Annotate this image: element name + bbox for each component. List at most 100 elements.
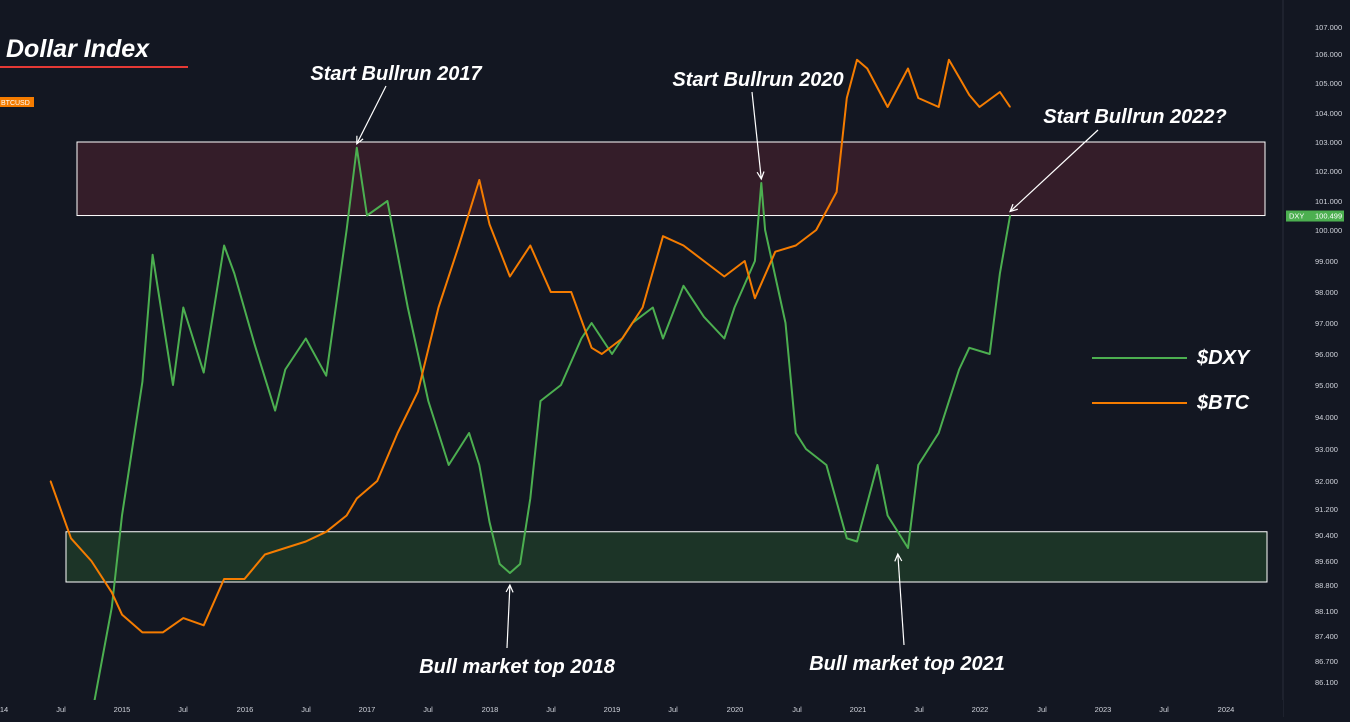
data-point (142, 632, 143, 633)
data-point (999, 273, 1000, 274)
data-point (305, 338, 306, 339)
data-point (907, 547, 908, 548)
annotation-label: Start Bullrun 2022? (1043, 106, 1226, 128)
data-point (754, 260, 755, 261)
data-point (795, 432, 796, 433)
x-tick-label: 2017 (359, 705, 376, 714)
legend-label: $DXY (1196, 347, 1251, 369)
x-tick-label: 2021 (850, 705, 867, 714)
btc-tag-label: BTCUSD (1, 100, 30, 107)
data-point (571, 291, 572, 292)
data-point (744, 260, 745, 261)
data-point (417, 391, 418, 392)
data-point (683, 245, 684, 246)
data-point (326, 531, 327, 532)
data-point (907, 68, 908, 69)
y-tick-label: 97.000 (1315, 319, 1338, 328)
data-point (826, 464, 827, 465)
data-point (581, 338, 582, 339)
data-point (479, 179, 480, 180)
x-tick-label: 2022 (972, 705, 989, 714)
y-tick-label: 94.000 (1315, 413, 1338, 422)
data-point (448, 464, 449, 465)
x-tick-label: Jul (301, 705, 311, 714)
data-point (662, 236, 663, 237)
data-point (775, 251, 776, 252)
data-point (989, 353, 990, 354)
annotation-label: Bull market top 2021 (809, 653, 1005, 675)
y-tick-label: 96.000 (1315, 350, 1338, 359)
data-point (152, 254, 153, 255)
data-point (754, 298, 755, 299)
x-tick-label: 14 (0, 705, 8, 714)
data-point (469, 432, 470, 433)
data-point (285, 369, 286, 370)
data-point (652, 307, 653, 308)
data-point (662, 338, 663, 339)
data-point (540, 400, 541, 401)
x-tick-label: 2020 (727, 705, 744, 714)
data-point (724, 276, 725, 277)
data-point (499, 563, 500, 564)
data-point (867, 68, 868, 69)
data-point (724, 338, 725, 339)
data-point (183, 307, 184, 308)
annotation-label: Start Bullrun 2020 (672, 69, 843, 91)
data-point (703, 260, 704, 261)
data-point (224, 245, 225, 246)
data-point (397, 432, 398, 433)
data-point (959, 77, 960, 78)
data-point (1010, 215, 1011, 216)
data-point (356, 147, 357, 148)
data-point (326, 375, 327, 376)
data-point (244, 578, 245, 579)
data-point (856, 59, 857, 60)
data-point (121, 614, 122, 615)
x-tick-label: Jul (56, 705, 66, 714)
data-point (938, 106, 939, 107)
x-tick-label: Jul (1159, 705, 1169, 714)
annotation-label: Start Bullrun 2017 (310, 63, 482, 85)
y-tick-label: 91.200 (1315, 505, 1338, 514)
data-point (887, 106, 888, 107)
x-tick-label: Jul (178, 705, 188, 714)
data-point (275, 410, 276, 411)
x-tick-label: Jul (1037, 705, 1047, 714)
data-point (999, 91, 1000, 92)
data-point (172, 384, 173, 385)
data-point (142, 381, 143, 382)
x-tick-label: 2023 (1095, 705, 1112, 714)
data-point (530, 245, 531, 246)
x-tick-label: 2024 (1218, 705, 1235, 714)
data-point (458, 245, 459, 246)
y-tick-label: 89.600 (1315, 557, 1338, 566)
series-tags: BTCUSD (0, 97, 34, 107)
last-value-series: DXY (1289, 212, 1304, 221)
data-point (560, 384, 561, 385)
data-point (938, 432, 939, 433)
x-tick-label: Jul (546, 705, 556, 714)
y-tick-label: 92.000 (1315, 477, 1338, 486)
x-tick-label: 2015 (114, 705, 131, 714)
data-point (622, 338, 623, 339)
data-point (356, 498, 357, 499)
data-point (91, 560, 92, 561)
zone-upper (77, 142, 1265, 216)
y-tick-label: 103.000 (1315, 138, 1342, 147)
data-point (959, 369, 960, 370)
y-tick-label: 104.000 (1315, 109, 1342, 118)
y-tick-label: 98.000 (1315, 288, 1338, 297)
data-point (509, 276, 510, 277)
data-point (530, 498, 531, 499)
legend-label: $BTC (1196, 392, 1250, 414)
data-point (305, 541, 306, 542)
y-tick-label: 86.100 (1315, 678, 1338, 687)
y-tick-label: 93.000 (1315, 445, 1338, 454)
data-point (438, 307, 439, 308)
data-point (203, 625, 204, 626)
data-point (785, 322, 786, 323)
data-point (918, 97, 919, 98)
data-point (224, 578, 225, 579)
data-point (366, 215, 367, 216)
y-tick-label: 87.400 (1315, 632, 1338, 641)
